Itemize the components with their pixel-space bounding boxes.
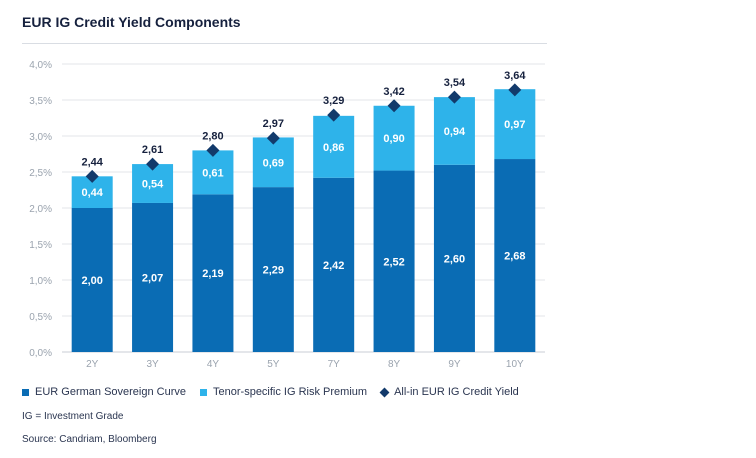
- data-label-sovereign: 2,29: [263, 265, 284, 277]
- marker-yield: [85, 169, 99, 183]
- bar-sovereign: [494, 159, 536, 352]
- x-tick-label: 10Y: [506, 359, 524, 370]
- bar-sovereign: [433, 164, 475, 352]
- data-label-yield: 3,64: [504, 70, 526, 82]
- data-label-yield: 3,29: [323, 95, 344, 107]
- x-tick-label: 3Y: [146, 359, 159, 370]
- legend: EUR German Sovereign Curve Tenor-specifi…: [22, 386, 519, 398]
- y-tick-label: 2,0%: [29, 204, 52, 215]
- bar-sovereign: [192, 194, 234, 352]
- data-label-yield: 3,54: [444, 77, 466, 89]
- marker-yield: [447, 90, 461, 104]
- legend-swatch-yield: [379, 387, 390, 397]
- bar-sovereign: [132, 202, 174, 352]
- data-label-yield: 3,42: [383, 86, 404, 98]
- data-label-yield: 2,44: [81, 156, 103, 168]
- data-label-premium: 0,94: [444, 126, 466, 138]
- data-label-premium: 0,90: [383, 133, 404, 145]
- x-tick-label: 7Y: [328, 359, 341, 370]
- data-label-sovereign: 2,52: [383, 256, 404, 268]
- marker-yield: [387, 99, 401, 113]
- data-label-sovereign: 2,60: [444, 253, 465, 265]
- legend-label-premium: Tenor-specific IG Risk Premium: [213, 386, 368, 398]
- bar-sovereign: [373, 170, 415, 352]
- data-label-sovereign: 2,00: [81, 275, 102, 287]
- x-tick-label: 9Y: [448, 359, 461, 370]
- y-tick-label: 0,5%: [29, 312, 52, 323]
- bar-premium: [494, 89, 536, 160]
- x-tick-label: 8Y: [388, 359, 401, 370]
- data-label-premium: 0,69: [263, 157, 284, 169]
- title-divider: [22, 43, 547, 44]
- data-label-yield: 2,80: [202, 130, 223, 142]
- bar-sovereign: [71, 208, 113, 352]
- y-tick-label: 0,0%: [29, 348, 52, 359]
- bar-premium: [192, 150, 234, 195]
- bar-premium: [252, 137, 294, 188]
- legend-item-yield: All-in EUR IG Credit Yield: [379, 386, 519, 398]
- marker-yield: [266, 131, 280, 145]
- y-tick-label: 1,5%: [29, 240, 52, 251]
- y-tick-label: 3,0%: [29, 132, 52, 143]
- x-tick-label: 5Y: [267, 359, 280, 370]
- legend-label-sovereign: EUR German Sovereign Curve: [35, 386, 187, 398]
- bar-premium: [373, 105, 415, 171]
- data-label-yield: 2,97: [263, 118, 284, 130]
- data-label-premium: 0,61: [202, 167, 223, 179]
- y-tick-label: 1,0%: [29, 276, 52, 287]
- bar-sovereign: [313, 177, 355, 352]
- data-label-premium: 0,97: [504, 119, 525, 131]
- marker-yield: [146, 157, 160, 171]
- bar-premium: [433, 97, 475, 165]
- legend-item-premium: Tenor-specific IG Risk Premium: [200, 386, 367, 398]
- data-label-yield: 2,61: [142, 144, 163, 156]
- legend-item-sovereign: EUR German Sovereign Curve: [22, 386, 186, 398]
- bar-sovereign: [252, 187, 294, 352]
- y-tick-label: 4,0%: [29, 60, 52, 71]
- bar-premium: [313, 115, 355, 178]
- footnote: IG = Investment Grade: [22, 411, 124, 422]
- source-note: Source: Candriam, Bloomberg: [22, 434, 157, 445]
- x-tick-label: 4Y: [207, 359, 220, 370]
- legend-swatch-sovereign: [22, 388, 29, 396]
- x-tick-label: 2Y: [86, 359, 99, 370]
- y-tick-label: 2,5%: [29, 168, 52, 179]
- data-label-premium: 0,86: [323, 142, 344, 154]
- legend-label-yield: All-in EUR IG Credit Yield: [394, 386, 519, 398]
- marker-yield: [327, 108, 341, 122]
- legend-swatch-premium: [200, 388, 208, 396]
- bar-chart: 0,0% 0,5% 1,0% 1,5% 2,0% 2,5% 3,0% 3,5% 4,0% 2,00…: [29, 60, 545, 370]
- data-label-premium: 0,54: [142, 179, 164, 191]
- chart-title: EUR IG Credit Yield Components: [22, 14, 241, 30]
- data-label-sovereign: 2,19: [202, 268, 223, 280]
- data-label-sovereign: 2,68: [504, 251, 525, 263]
- y-tick-label: 3,5%: [29, 96, 52, 107]
- marker-yield: [508, 83, 522, 97]
- marker-yield: [206, 143, 220, 157]
- data-label-sovereign: 2,42: [323, 260, 344, 272]
- data-label-premium: 0,44: [81, 187, 103, 199]
- data-label-sovereign: 2,07: [142, 272, 163, 284]
